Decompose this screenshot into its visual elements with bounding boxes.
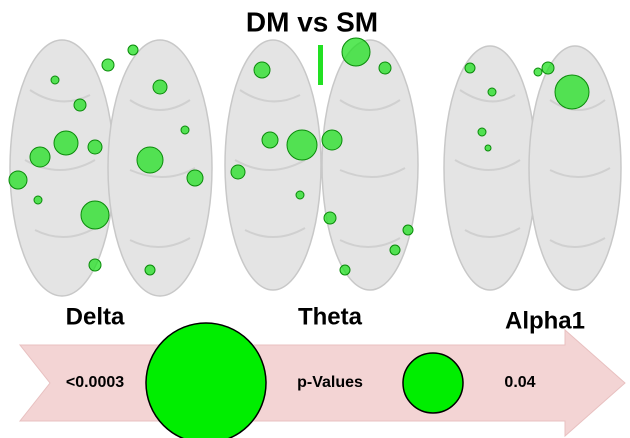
figure-title: DM vs SM bbox=[246, 6, 378, 37]
panel-label: Alpha1 bbox=[505, 307, 585, 334]
brain-delta bbox=[8, 39, 213, 297]
legend-min-label: <0.0003 bbox=[66, 374, 124, 391]
legend-title: p-Values bbox=[297, 374, 363, 391]
legend-max-label: 0.04 bbox=[504, 374, 535, 391]
brain-theta bbox=[224, 37, 419, 291]
legend-circle-small bbox=[402, 352, 464, 414]
panel-label: Theta bbox=[298, 303, 363, 330]
brain-alpha1 bbox=[443, 45, 622, 291]
panel-label: Delta bbox=[66, 303, 125, 330]
legend-circle-large bbox=[145, 322, 267, 438]
